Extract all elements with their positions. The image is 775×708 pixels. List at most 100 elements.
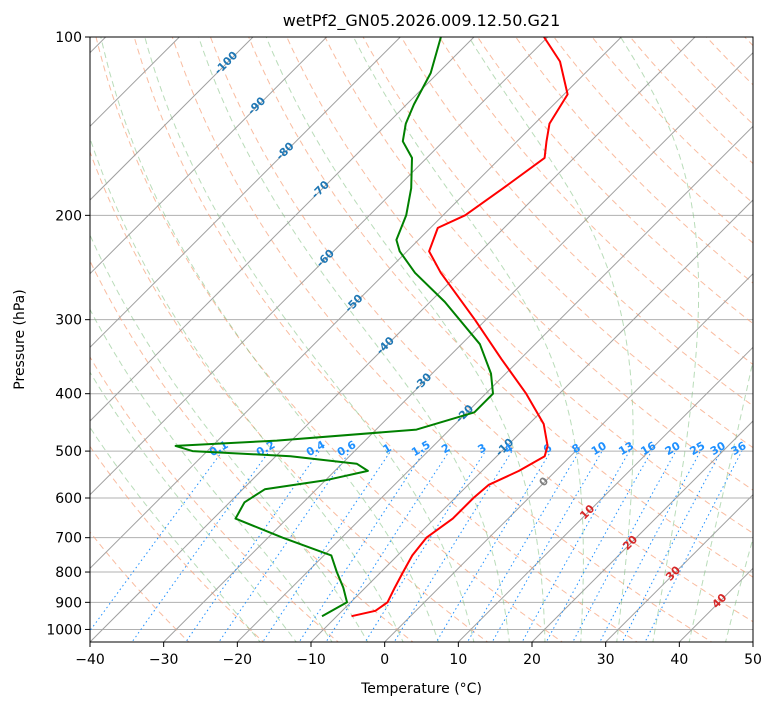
moist-adiabat: [90, 426, 261, 642]
x-tick-label: 0: [380, 652, 389, 668]
mixing-ratio-line: [262, 450, 392, 642]
x-tick-label: 40: [670, 652, 688, 668]
isotherm-line: [163, 51, 753, 642]
isotherm-label: 30: [663, 563, 683, 583]
dry-adiabat: [90, 445, 265, 642]
moist-adiabat: [688, 358, 753, 642]
dry-adiabat: [438, 37, 753, 366]
dry-adiabat: [629, 37, 753, 165]
dry-adiabat: [90, 531, 190, 642]
isotherm-label: -40: [374, 334, 397, 357]
y-tick-label: 700: [55, 531, 82, 547]
mixing-ratio-label: 0.1: [207, 438, 230, 459]
isotherm-label: -50: [342, 292, 365, 315]
mixing-ratio-label: 3: [475, 441, 488, 456]
isotherm-line: [605, 493, 753, 642]
moist-adiabat: [198, 37, 510, 642]
mixing-ratio-label: 25: [688, 439, 708, 458]
y-tick-label: 800: [55, 565, 82, 581]
isotherm-label: 40: [709, 591, 729, 611]
y-tick-label: 900: [55, 595, 82, 611]
y-tick-label: 500: [55, 444, 82, 460]
mixing-ratio-line: [644, 450, 743, 642]
x-tick-label: −20: [223, 652, 253, 668]
mixing-ratio-line: [621, 450, 722, 642]
x-tick-label: 30: [597, 652, 615, 668]
isotherm-label: -100: [212, 48, 241, 77]
mixing-ratio-line: [298, 450, 425, 642]
moist-adiabat: [725, 536, 753, 642]
temperature-profile-line: [351, 37, 569, 618]
isotherm-line: [752, 641, 753, 642]
isotherm-line: [90, 37, 254, 201]
isotherm-line: [531, 420, 753, 642]
mixing-ratio-line: [435, 450, 552, 642]
mixing-ratio-line: [364, 450, 486, 642]
x-tick-label: −30: [149, 652, 179, 668]
dry-adiabat: [744, 37, 753, 47]
sounding-profiles: [174, 37, 569, 618]
isotherm-line: [90, 37, 328, 275]
x-axis-label: Temperature (°C): [360, 681, 482, 697]
mixing-ratio-label: 16: [639, 439, 659, 458]
isotherm-line: [90, 37, 696, 642]
mixing-ratio-label: 0.6: [335, 438, 359, 459]
plot-frame: [89, 36, 754, 643]
y-tick-label: 600: [55, 491, 82, 507]
dry-adiabat: [90, 356, 340, 642]
background-lines: [90, 37, 753, 642]
isotherm-line: [384, 272, 753, 642]
y-axis-label: Pressure (hPa): [12, 289, 28, 389]
y-tick-label: 200: [55, 208, 82, 224]
mixing-ratio-label: 2: [439, 441, 452, 456]
moist-adiabat: [265, 37, 546, 642]
mixing-ratio-label: 1.5: [409, 438, 432, 459]
isotherm-label: 20: [620, 533, 640, 553]
isotherm-line: [457, 346, 753, 642]
isotherm-line: [90, 37, 401, 349]
dry-adiabat: [95, 37, 564, 642]
mixing-ratio-line: [466, 450, 580, 642]
isotherm-label: -70: [309, 178, 332, 201]
x-tick-label: −40: [75, 652, 105, 668]
dry-adiabat: [133, 37, 638, 642]
moist-adiabat: [468, 37, 634, 642]
dry-adiabat: [324, 37, 753, 491]
isotherm-label: -90: [245, 94, 268, 117]
moist-adiabat: [353, 37, 584, 642]
dewpoint-profile-line: [174, 37, 494, 618]
x-tick-label: 20: [523, 652, 541, 668]
moist-adiabat: [144, 37, 475, 642]
isotherm-line: [90, 37, 549, 496]
y-tick-label: 300: [55, 313, 82, 329]
chart-title: wetPf2_GN05.2026.009.12.50.G21: [283, 11, 561, 31]
dry-adiabat: [591, 37, 753, 204]
mixing-ratio-label: 20: [663, 439, 683, 458]
dry-adiabat: [400, 37, 753, 407]
x-axis: −40 −30 −20 −10 0 10 20 30 40 50: [75, 642, 762, 668]
y-axis: 100 200 300 400 500 600 700 800 900 1000: [46, 30, 90, 638]
mixing-ratio-label: 0.4: [304, 438, 328, 459]
mixing-ratio-label: 10: [589, 439, 609, 458]
isotherm-label: -80: [273, 139, 296, 162]
mixing-ratio-line: [491, 450, 603, 642]
isotherm-line: [678, 567, 753, 642]
mixing-ratio-line: [393, 450, 513, 642]
x-tick-label: 50: [744, 652, 762, 668]
y-tick-label: 1000: [46, 622, 82, 638]
isotherm-line: [90, 37, 475, 422]
y-tick-label: 400: [55, 387, 82, 403]
moist-adiabat: [90, 308, 333, 642]
isotherm-line: [236, 125, 753, 642]
dry-adiabat: [90, 150, 489, 642]
dry-adiabat: [171, 37, 713, 642]
moist-adiabat: [90, 233, 369, 642]
isotherm-label: -30: [411, 370, 434, 393]
dry-adiabat: [553, 37, 753, 244]
isotherm-label: 0: [537, 474, 552, 489]
moist-adiabat: [620, 37, 700, 642]
mixing-ratio-label: 1: [381, 441, 394, 456]
mixing-ratio-line: [521, 450, 630, 642]
